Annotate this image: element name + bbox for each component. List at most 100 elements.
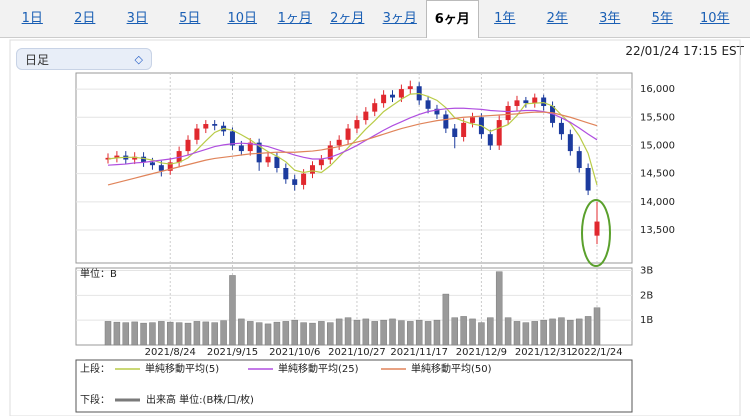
candle-body <box>309 165 315 174</box>
tab[interactable]: 10日 <box>227 11 258 26</box>
y-tick-label: 3B <box>640 265 653 276</box>
volume-bar <box>140 322 147 346</box>
ma-line <box>107 107 598 166</box>
dropdown-arrow: ◇ <box>134 53 143 66</box>
candle-body <box>576 151 582 168</box>
volume-bar <box>407 321 414 346</box>
candle-body <box>212 124 218 126</box>
candle-body <box>141 156 147 163</box>
volume-bar <box>593 307 601 346</box>
legend-label: 単純移動平均(5) <box>145 362 219 375</box>
candle-body <box>185 139 191 152</box>
volume-bar <box>380 319 387 346</box>
volume-bar <box>584 316 592 346</box>
tab[interactable]: 1年 <box>494 11 516 26</box>
volume-bar <box>247 321 254 346</box>
volume-bar <box>567 319 574 346</box>
tab[interactable]: 2日 <box>74 11 96 26</box>
dropdown-label: 日足 <box>25 53 50 67</box>
candle-body <box>594 221 600 236</box>
volume-bar <box>495 271 503 346</box>
volume-bar <box>175 322 183 346</box>
candle-body <box>398 89 404 98</box>
candle-body <box>336 139 342 146</box>
volume-bar <box>335 318 343 346</box>
tab[interactable]: 2ヶ月 <box>330 11 365 26</box>
timestamp: 22/01/24 17:15 EST <box>625 44 744 58</box>
legend-upper-label: 上段： <box>80 362 110 375</box>
y-tick-label: 16,000 <box>640 84 675 95</box>
tab[interactable]: 3ヶ月 <box>382 11 417 26</box>
candle-body <box>292 179 298 185</box>
y-tick-label: 1B <box>640 315 653 326</box>
y-tick-label: 13,500 <box>640 225 675 236</box>
volume-bar <box>344 317 352 346</box>
volume-bar <box>531 321 539 346</box>
tab[interactable]: 5日 <box>179 11 201 26</box>
legend-lower-label: 下段： <box>80 393 110 406</box>
candle-body <box>203 124 209 129</box>
tab[interactable]: 1日 <box>21 11 43 26</box>
candle-body <box>461 122 467 137</box>
x-tick-label: 2021/11/17 <box>390 347 448 358</box>
candle-body <box>301 173 307 185</box>
x-tick-label: 2021/10/6 <box>269 347 320 358</box>
x-tick-label: 2021/12/31 <box>515 347 573 358</box>
candle-body <box>283 168 289 180</box>
volume-bar <box>371 321 378 346</box>
volume-bar <box>291 319 298 346</box>
candle-body <box>487 134 493 146</box>
volume-bar <box>264 323 272 346</box>
y-tick-label: 2B <box>640 290 653 301</box>
candle-body <box>229 131 235 146</box>
candle-body <box>567 134 573 152</box>
candle-body <box>167 162 173 171</box>
candle-body <box>514 100 520 106</box>
volume-bar <box>415 319 423 346</box>
y-tick-label: 14,500 <box>640 169 675 180</box>
tab[interactable]: 1ヶ月 <box>277 11 312 26</box>
legend-label: 出来高 単位:(B株/口/枚) <box>146 393 254 406</box>
tab-bar: 1日 2日 3日 5日 10日 1ヶ月 2ヶ月 3ヶ月 6ヶ月 1年 2年 3年 5年 10年 <box>0 0 750 38</box>
volume-bar <box>158 321 165 346</box>
tab[interactable]: 2年 <box>546 11 568 26</box>
tab[interactable]: 10年 <box>699 11 730 26</box>
candle-body <box>345 128 351 140</box>
candle-body <box>274 156 280 168</box>
marks: 13,500 14,000 14,500 15,000 15,500 16,000 1B 2B… <box>76 73 675 406</box>
volume-bar <box>327 322 334 346</box>
volume-bar <box>220 320 227 346</box>
volume-bar <box>282 321 290 346</box>
volume-bar <box>478 322 485 346</box>
tab[interactable]: 5年 <box>651 11 673 26</box>
volume-bar <box>575 318 583 346</box>
volume-bar <box>202 321 210 346</box>
volume-bar <box>487 317 494 346</box>
volume-bar <box>309 322 316 346</box>
tab[interactable]: 3日 <box>126 11 148 26</box>
volume-bar <box>193 321 201 346</box>
x-tick-label: 2021/12/9 <box>456 347 507 358</box>
candle-body <box>470 117 476 123</box>
volume-bar <box>540 319 547 346</box>
volume-bar <box>389 318 396 346</box>
volume-bar <box>353 319 361 346</box>
x-tick-label: 2021/8/24 <box>145 347 196 358</box>
tab[interactable]: 3年 <box>599 11 621 26</box>
y-tick-label: 14,000 <box>640 197 675 208</box>
candle-body <box>327 145 333 160</box>
candle-body <box>158 165 164 171</box>
volume-bar <box>149 322 156 346</box>
volume-bar <box>504 317 512 346</box>
y-tick-label: 15,000 <box>640 140 675 151</box>
candle-body <box>381 94 387 104</box>
legend-box <box>75 359 633 413</box>
volume-bar <box>362 318 370 346</box>
legend-label: 単純移動平均(50) <box>411 362 492 375</box>
highlight-ellipse <box>581 199 611 267</box>
candle-body <box>265 156 271 163</box>
tab[interactable]: 6ヶ月 <box>426 0 479 38</box>
interval-dropdown[interactable]: 日足 ◇ <box>16 48 152 70</box>
